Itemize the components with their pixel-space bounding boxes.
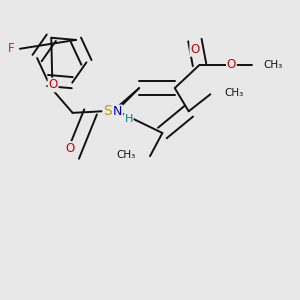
Text: O: O [65, 142, 74, 155]
Text: O: O [49, 79, 58, 92]
Text: F: F [8, 42, 15, 55]
Text: N: N [113, 105, 122, 119]
Text: CH₃: CH₃ [224, 88, 244, 98]
Text: S: S [103, 104, 112, 118]
Text: H: H [124, 114, 133, 124]
Text: CH₃: CH₃ [263, 60, 282, 70]
Text: O: O [190, 43, 200, 56]
Text: O: O [227, 58, 236, 71]
Text: CH₃: CH₃ [117, 150, 136, 160]
